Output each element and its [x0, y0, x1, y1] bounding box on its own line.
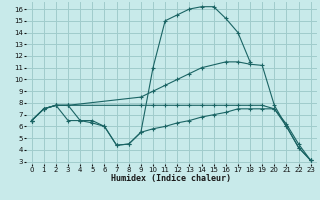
X-axis label: Humidex (Indice chaleur): Humidex (Indice chaleur) — [111, 174, 231, 183]
